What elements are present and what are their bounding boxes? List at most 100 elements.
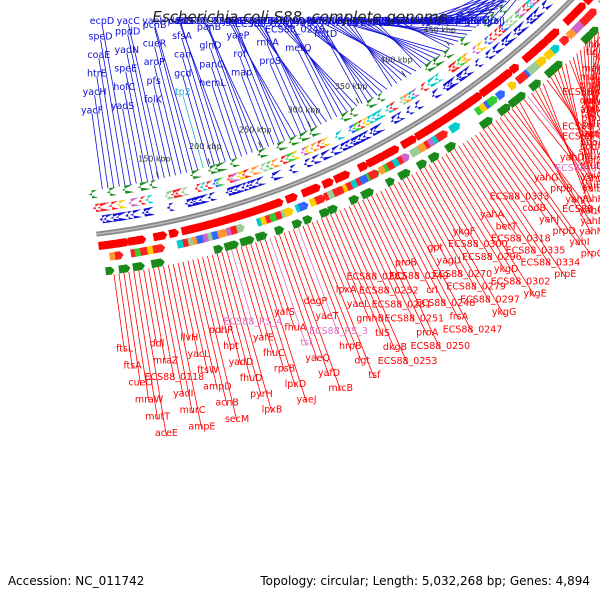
gene-arrow: [118, 264, 131, 274]
gene-label: pepD: [300, 16, 325, 27]
gene-arrow: [366, 113, 378, 124]
gene-arrow: [406, 135, 417, 146]
gene-leader-line: [591, 49, 600, 72]
gene-arrow: [349, 107, 360, 117]
gene-label: ECS88_0243: [225, 16, 285, 27]
gene-label: lacZ: [434, 16, 455, 27]
gene-arrow: [539, 38, 549, 48]
gene-arrow: [390, 112, 403, 125]
gene-arrow: [543, 48, 555, 61]
gene-arrow: [207, 164, 220, 175]
gene-label: rdgC: [454, 16, 477, 27]
gene-leader-line: [211, 67, 242, 157]
gene-label: ECS88_0300: [448, 239, 508, 250]
gene-arrow: [223, 240, 239, 252]
gene-leader-line: [182, 94, 204, 169]
gene-leader-line: [366, 23, 431, 62]
gene-label: rof: [233, 49, 247, 60]
gene-arrow: [215, 176, 226, 187]
gene-label: yaeP: [226, 30, 249, 41]
gene-label: ykgA: [348, 16, 372, 27]
kbp-tick-label: 200 kbp: [189, 142, 222, 151]
gene-label: ECS88_0249: [389, 271, 449, 282]
gene-leader-line: [587, 43, 593, 164]
gene-label: yacL: [187, 349, 210, 360]
gene-label: yajQ: [581, 103, 600, 114]
gene-leader-line: [153, 83, 176, 176]
accession-text: Accession: NC_011742: [8, 574, 145, 588]
gene-label: cueR: [143, 39, 167, 50]
gene-arrow: [270, 157, 282, 168]
gene-leader-line: [261, 23, 317, 127]
gene-leader-line: [591, 79, 600, 138]
gene-label: ECS88_0246: [265, 25, 325, 36]
gene-arrow: [297, 201, 309, 212]
gene-label: yahJ: [539, 215, 559, 226]
gene-leader-line: [126, 52, 154, 181]
gene-leader-line: [550, 76, 593, 150]
kbp-tick-label: 300 kbp: [288, 105, 321, 114]
gene-label: hrpB: [339, 341, 361, 352]
gene-leader-line: [290, 23, 343, 115]
gene-arrow: [226, 173, 238, 184]
gene-arrow: [597, 0, 600, 4]
gene-arrow: [116, 199, 128, 209]
gene-leader-line: [346, 23, 445, 52]
gene-arrow: [302, 215, 313, 225]
gene-leader-line: [153, 267, 175, 381]
gene-leader-line: [353, 204, 402, 308]
gene-arrow: [211, 177, 224, 188]
gene-leader-line: [324, 23, 417, 72]
gene-arrow: [579, 12, 593, 27]
gene-arrow: [240, 181, 251, 192]
gene-leader-line: [325, 36, 363, 104]
gene-label: fadE: [306, 16, 327, 27]
gene-leader-line: [321, 218, 359, 308]
gene-arrow: [529, 11, 540, 22]
gene-leader-line: [278, 234, 330, 376]
gene-label: lacI: [360, 16, 377, 27]
gene-leader-line: [154, 27, 193, 172]
gene-arrow: [239, 235, 255, 247]
gene-arrow: [288, 134, 301, 146]
kbp-tick: [355, 97, 360, 104]
gene-label: rcsF: [249, 16, 268, 27]
gene-leader-line: [177, 262, 199, 357]
gene-leader-line: [153, 65, 182, 175]
gene-arrow: [141, 207, 154, 217]
gene-label: hpt: [223, 341, 239, 352]
gene-label: tsf: [300, 338, 313, 349]
gene-arrow: [362, 129, 373, 140]
gene-arrow: [352, 120, 365, 132]
gene-leader-line: [362, 199, 428, 336]
gene-leader-line: [487, 126, 565, 235]
gene-label: ilvH: [180, 332, 198, 343]
gene-label: coaE: [87, 50, 110, 61]
gene-leader-line: [591, 35, 596, 104]
gene-label: yadS: [111, 101, 135, 112]
gene-label: yafK: [320, 16, 342, 27]
gene-arrow: [170, 188, 184, 199]
gene-arrow: [400, 153, 410, 163]
gene-label: betT: [496, 222, 518, 233]
gene-label: rnhA: [257, 37, 280, 48]
gene-arrow: [356, 161, 369, 173]
gene-label: yaeL: [347, 299, 370, 310]
gene-arrow: [516, 5, 528, 18]
gene-arrow: [207, 191, 218, 202]
gene-label: gpt: [427, 243, 443, 254]
gene-label: frsA: [450, 311, 469, 322]
gene-arrow: [241, 168, 253, 179]
gene-arrow: [362, 116, 372, 127]
gene-arrow: [533, 0, 541, 2]
gene-arrow: [303, 157, 314, 168]
gene-arrow: [348, 195, 359, 206]
gene-arrow: [332, 185, 346, 198]
gene-arrow: [213, 244, 224, 255]
gene-arrow: [434, 130, 448, 143]
gene-arrow: [573, 2, 586, 15]
gene-arrow: [97, 202, 112, 212]
gene-arrow: [150, 258, 165, 269]
gene-label: yacH: [83, 87, 107, 98]
gene-label: ECS88_0296: [462, 252, 522, 263]
